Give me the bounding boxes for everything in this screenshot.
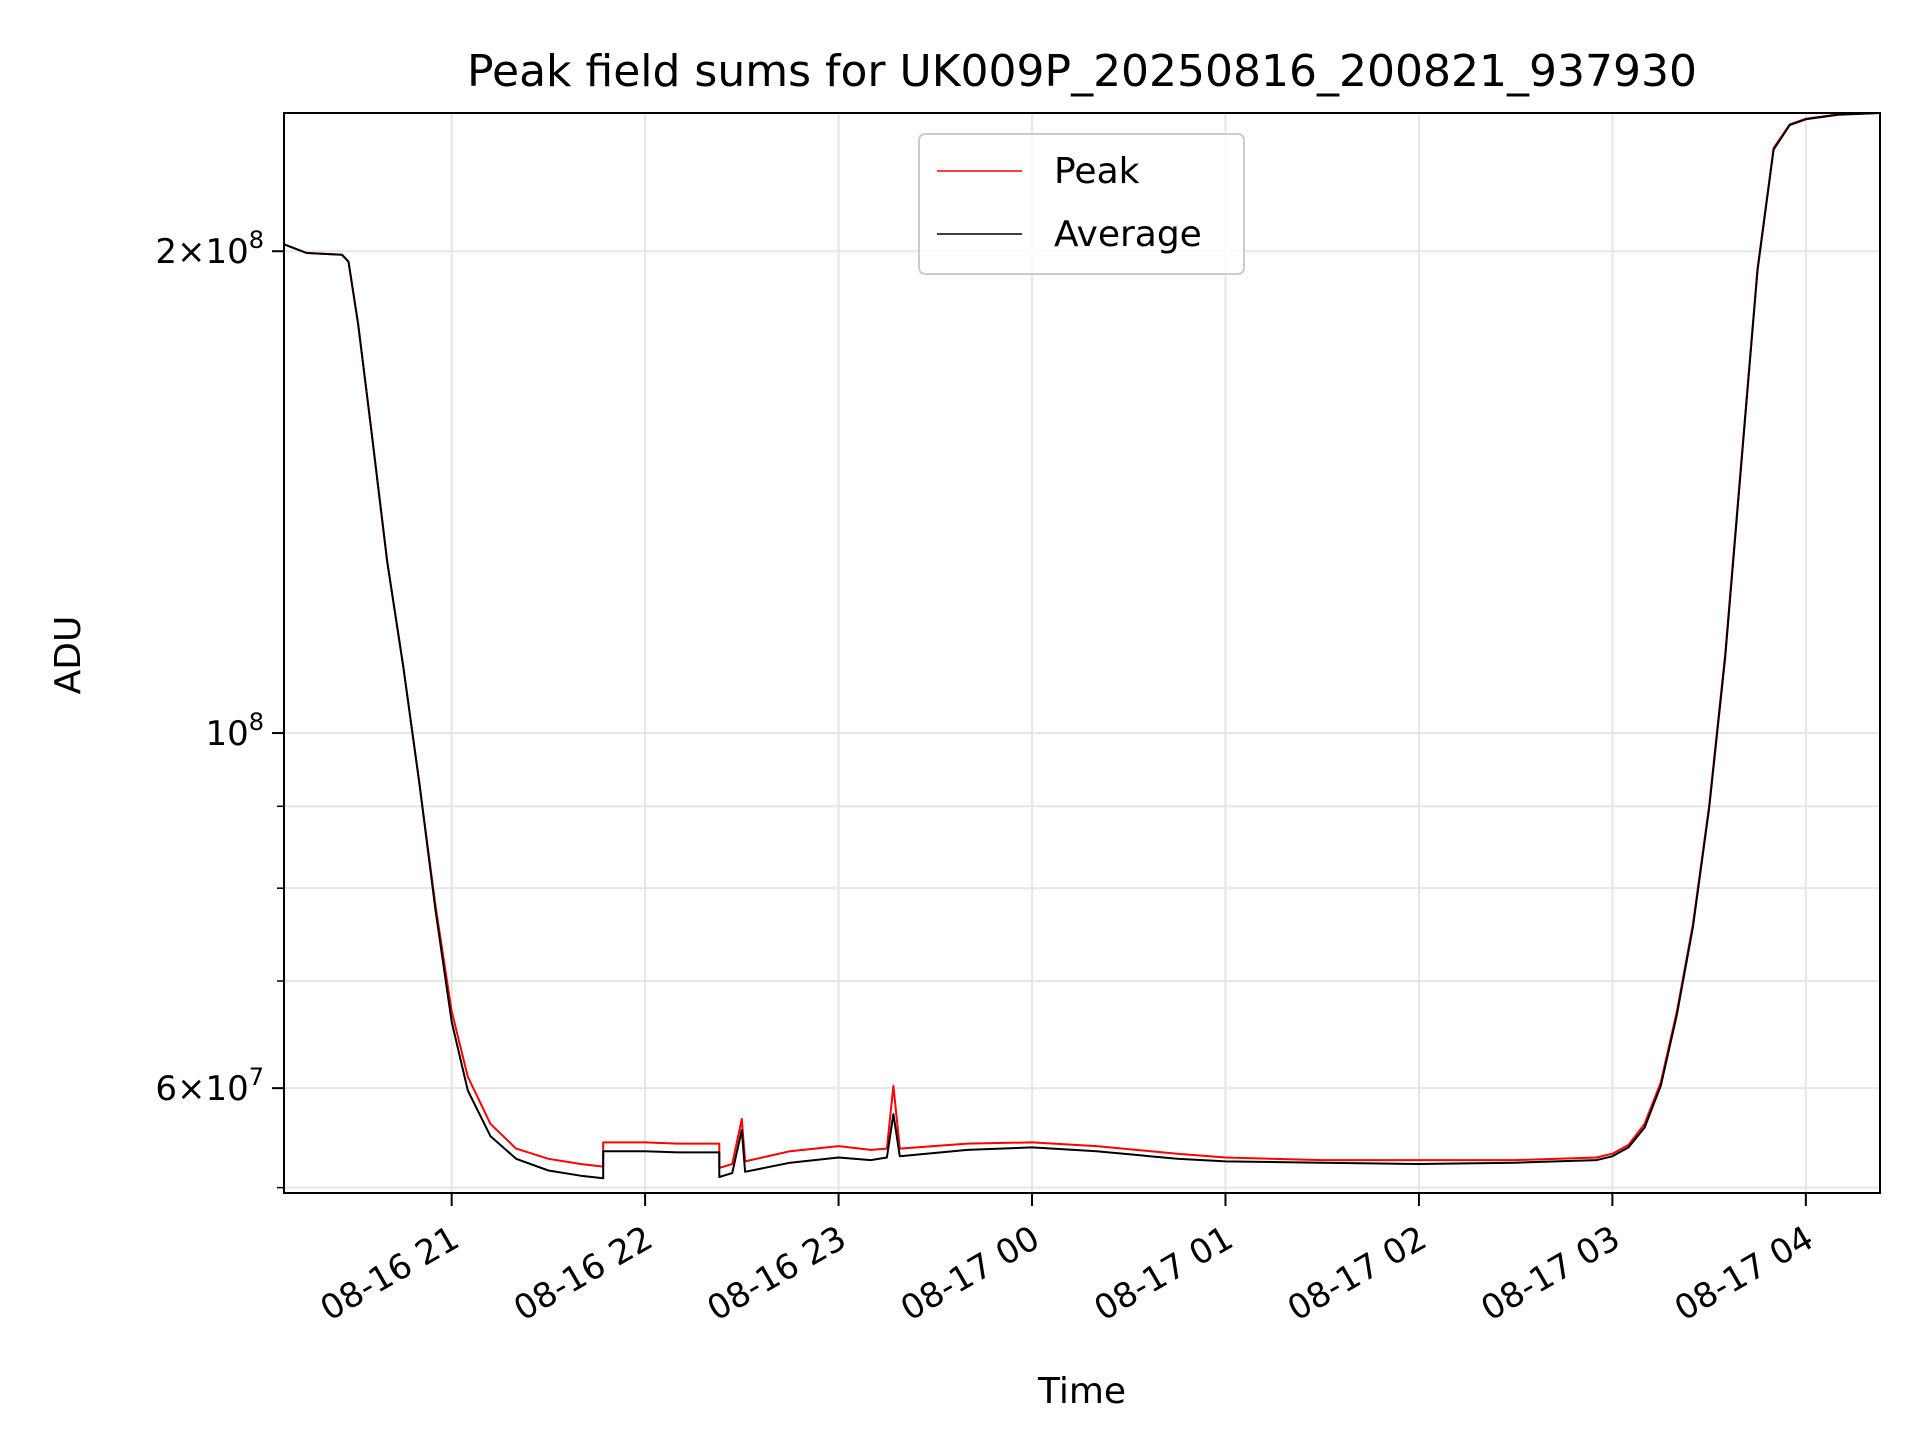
y-axis-label: ADU (48, 616, 89, 695)
y-ticks: 6×107 108 2×108 (155, 226, 284, 1189)
y-tick-label: 2×108 (155, 226, 264, 272)
chart-title: Peak field sums for UK009P_20250816_2008… (467, 46, 1697, 97)
legend: Peak Average (918, 133, 1245, 275)
y-tick-label: 108 (205, 708, 264, 754)
series-line-average (283, 112, 1881, 1180)
legend-label-average: Average (1054, 214, 1202, 255)
plot-frame (283, 112, 1881, 1194)
legend-label-peak: Peak (1054, 151, 1140, 192)
legend-box (918, 133, 1245, 275)
y-tick-label: 6×107 (155, 1063, 264, 1109)
series-group (283, 112, 1881, 1180)
x-axis-label: Time (1037, 1371, 1126, 1412)
